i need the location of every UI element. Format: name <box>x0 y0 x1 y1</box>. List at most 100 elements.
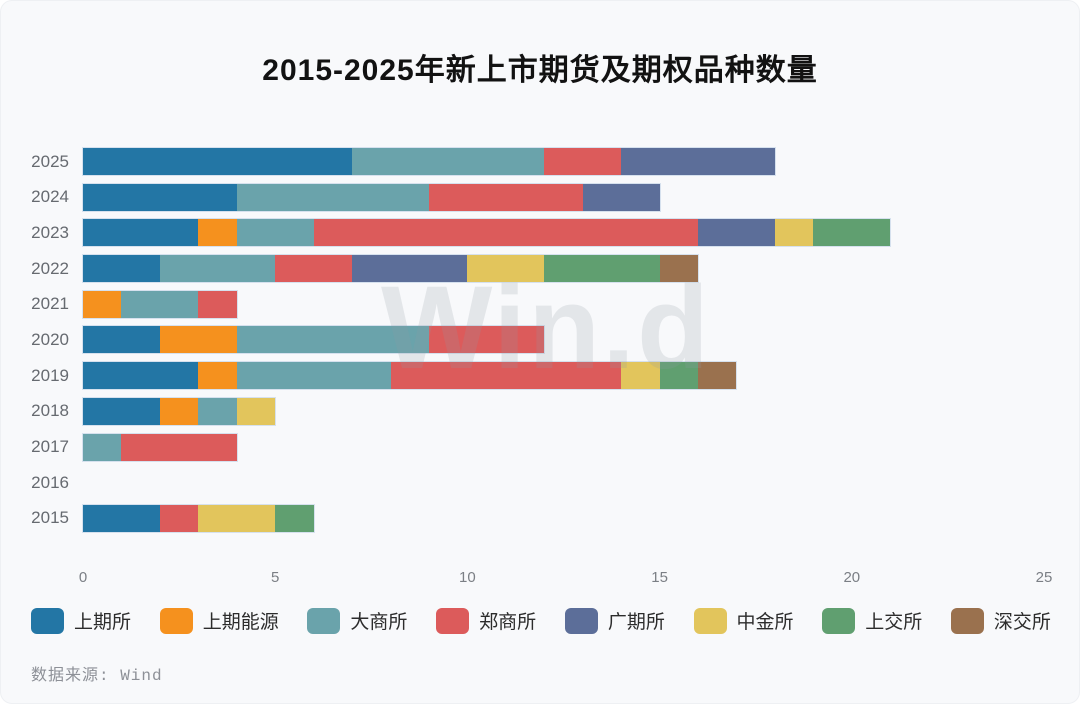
bar-track <box>83 255 1044 283</box>
bar-segment-广期所 <box>621 148 775 175</box>
bar-segment-中金所 <box>467 255 545 283</box>
chart-row: 2023 <box>1 219 1079 247</box>
bar-segment-中金所 <box>621 362 660 390</box>
legend-label: 上期能源 <box>202 612 279 633</box>
bar-segment-郑商所 <box>275 255 353 283</box>
bar-segment-广期所 <box>698 219 775 247</box>
y-axis-label: 2019 <box>31 365 69 385</box>
bar-segment-大商所 <box>121 290 199 318</box>
bar-track <box>83 397 1044 425</box>
bar-segment-郑商所 <box>428 326 545 354</box>
bar-segment-广期所 <box>352 255 468 283</box>
bar-segment-郑商所 <box>544 148 622 175</box>
bar-segment-上期所 <box>83 148 353 175</box>
y-axis-label: 2024 <box>31 187 69 207</box>
bar-segment-郑商所 <box>428 183 583 211</box>
y-axis-label: 2025 <box>31 151 69 171</box>
chart-row: 2016 <box>1 469 1079 496</box>
bar-track <box>83 433 1044 461</box>
legend-item-上交所: 上交所 <box>822 607 922 634</box>
bar-track <box>83 183 1044 211</box>
x-axis-tick-label: 15 <box>651 569 668 586</box>
legend-swatch-icon <box>436 607 470 634</box>
bar-track <box>83 504 1044 532</box>
bar-segment-上期能源 <box>198 362 237 390</box>
bar-segment-郑商所 <box>198 290 237 318</box>
chart-title: 2015-2025年新上市期货及期权品种数量 <box>262 54 818 87</box>
legend-item-上期所: 上期所 <box>31 607 131 634</box>
bar-segment-大商所 <box>198 397 237 425</box>
legend-swatch-icon <box>564 607 598 634</box>
bar-segment-中金所 <box>236 397 276 425</box>
bar-stack <box>83 255 698 283</box>
bar-track <box>83 290 1044 318</box>
bar-segment-大商所 <box>352 148 545 175</box>
x-axis-tick-label: 10 <box>459 569 476 586</box>
y-axis-label: 2015 <box>31 508 69 528</box>
bar-segment-郑商所 <box>390 362 622 390</box>
chart-row: 2015 <box>1 504 1079 532</box>
bar-track <box>83 148 1044 175</box>
y-axis-label: 2016 <box>31 472 69 492</box>
bar-stack <box>83 326 545 354</box>
legend-label: 中金所 <box>736 612 794 633</box>
plot-area: 2025 2024 2023 2022 2021 2020 2019 2018 2017 2016… <box>1 148 1079 541</box>
chart-row: 2025 <box>1 148 1079 175</box>
bar-segment-上期能源 <box>159 397 199 425</box>
bar-stack <box>83 504 314 532</box>
x-axis: 0 5 10 15 20 25 <box>79 569 1053 589</box>
bar-segment-中金所 <box>198 504 276 532</box>
bar-segment-上交所 <box>813 219 891 247</box>
bar-segment-大商所 <box>236 183 429 211</box>
y-axis-label: 2021 <box>31 294 69 314</box>
chart-row: 2019 <box>1 362 1079 390</box>
bar-stack <box>83 148 775 175</box>
bar-segment-郑商所 <box>159 504 199 532</box>
bar-track <box>83 469 1044 496</box>
bar-segment-大商所 <box>236 362 391 390</box>
legend-label: 大商所 <box>350 612 408 633</box>
bar-segment-上期所 <box>83 326 160 354</box>
legend-swatch-icon <box>950 607 984 634</box>
y-axis-label: 2023 <box>31 222 69 242</box>
bar-segment-中金所 <box>774 219 814 247</box>
bar-segment-大商所 <box>83 433 122 461</box>
bar-stack <box>83 219 891 247</box>
bar-segment-上交所 <box>659 362 698 390</box>
legend-item-中金所: 中金所 <box>693 607 794 634</box>
bar-segment-上期能源 <box>159 326 237 354</box>
bar-segment-上期所 <box>83 183 237 211</box>
bar-segment-深交所 <box>659 255 698 283</box>
legend-item-深交所: 深交所 <box>950 607 1051 634</box>
bar-segment-上期所 <box>83 255 160 283</box>
bar-segment-上交所 <box>275 504 314 532</box>
bar-stack <box>83 397 276 425</box>
bar-segment-上交所 <box>544 255 660 283</box>
legend-swatch-icon <box>31 607 64 634</box>
legend: 上期所 上期能源 大商所 郑商所 广期所 中金所 上交所 深交所 <box>31 607 1051 634</box>
bar-segment-大商所 <box>236 219 314 247</box>
bar-stack <box>83 362 737 390</box>
bar-segment-上期能源 <box>83 290 122 318</box>
legend-label: 郑商所 <box>479 612 537 633</box>
bar-segment-上期能源 <box>198 219 237 247</box>
bar-stack <box>83 183 660 211</box>
legend-swatch-icon <box>822 607 856 634</box>
bar-track <box>83 219 1044 247</box>
y-axis-label: 2022 <box>31 258 69 278</box>
bar-segment-郑商所 <box>313 219 699 247</box>
legend-label: 广期所 <box>607 612 665 633</box>
legend-label: 上交所 <box>865 612 923 633</box>
bar-segment-上期所 <box>83 504 160 532</box>
bar-segment-上期所 <box>83 219 199 247</box>
x-axis-tick-label: 25 <box>1035 569 1053 586</box>
y-axis-label: 2018 <box>31 401 69 421</box>
y-axis-label: 2020 <box>31 329 69 349</box>
chart-row: 2024 <box>1 183 1079 211</box>
bar-stack <box>83 290 237 318</box>
bar-track <box>83 362 1044 390</box>
bar-track <box>83 326 1044 354</box>
legend-swatch-icon <box>693 607 727 634</box>
bar-segment-广期所 <box>582 183 660 211</box>
